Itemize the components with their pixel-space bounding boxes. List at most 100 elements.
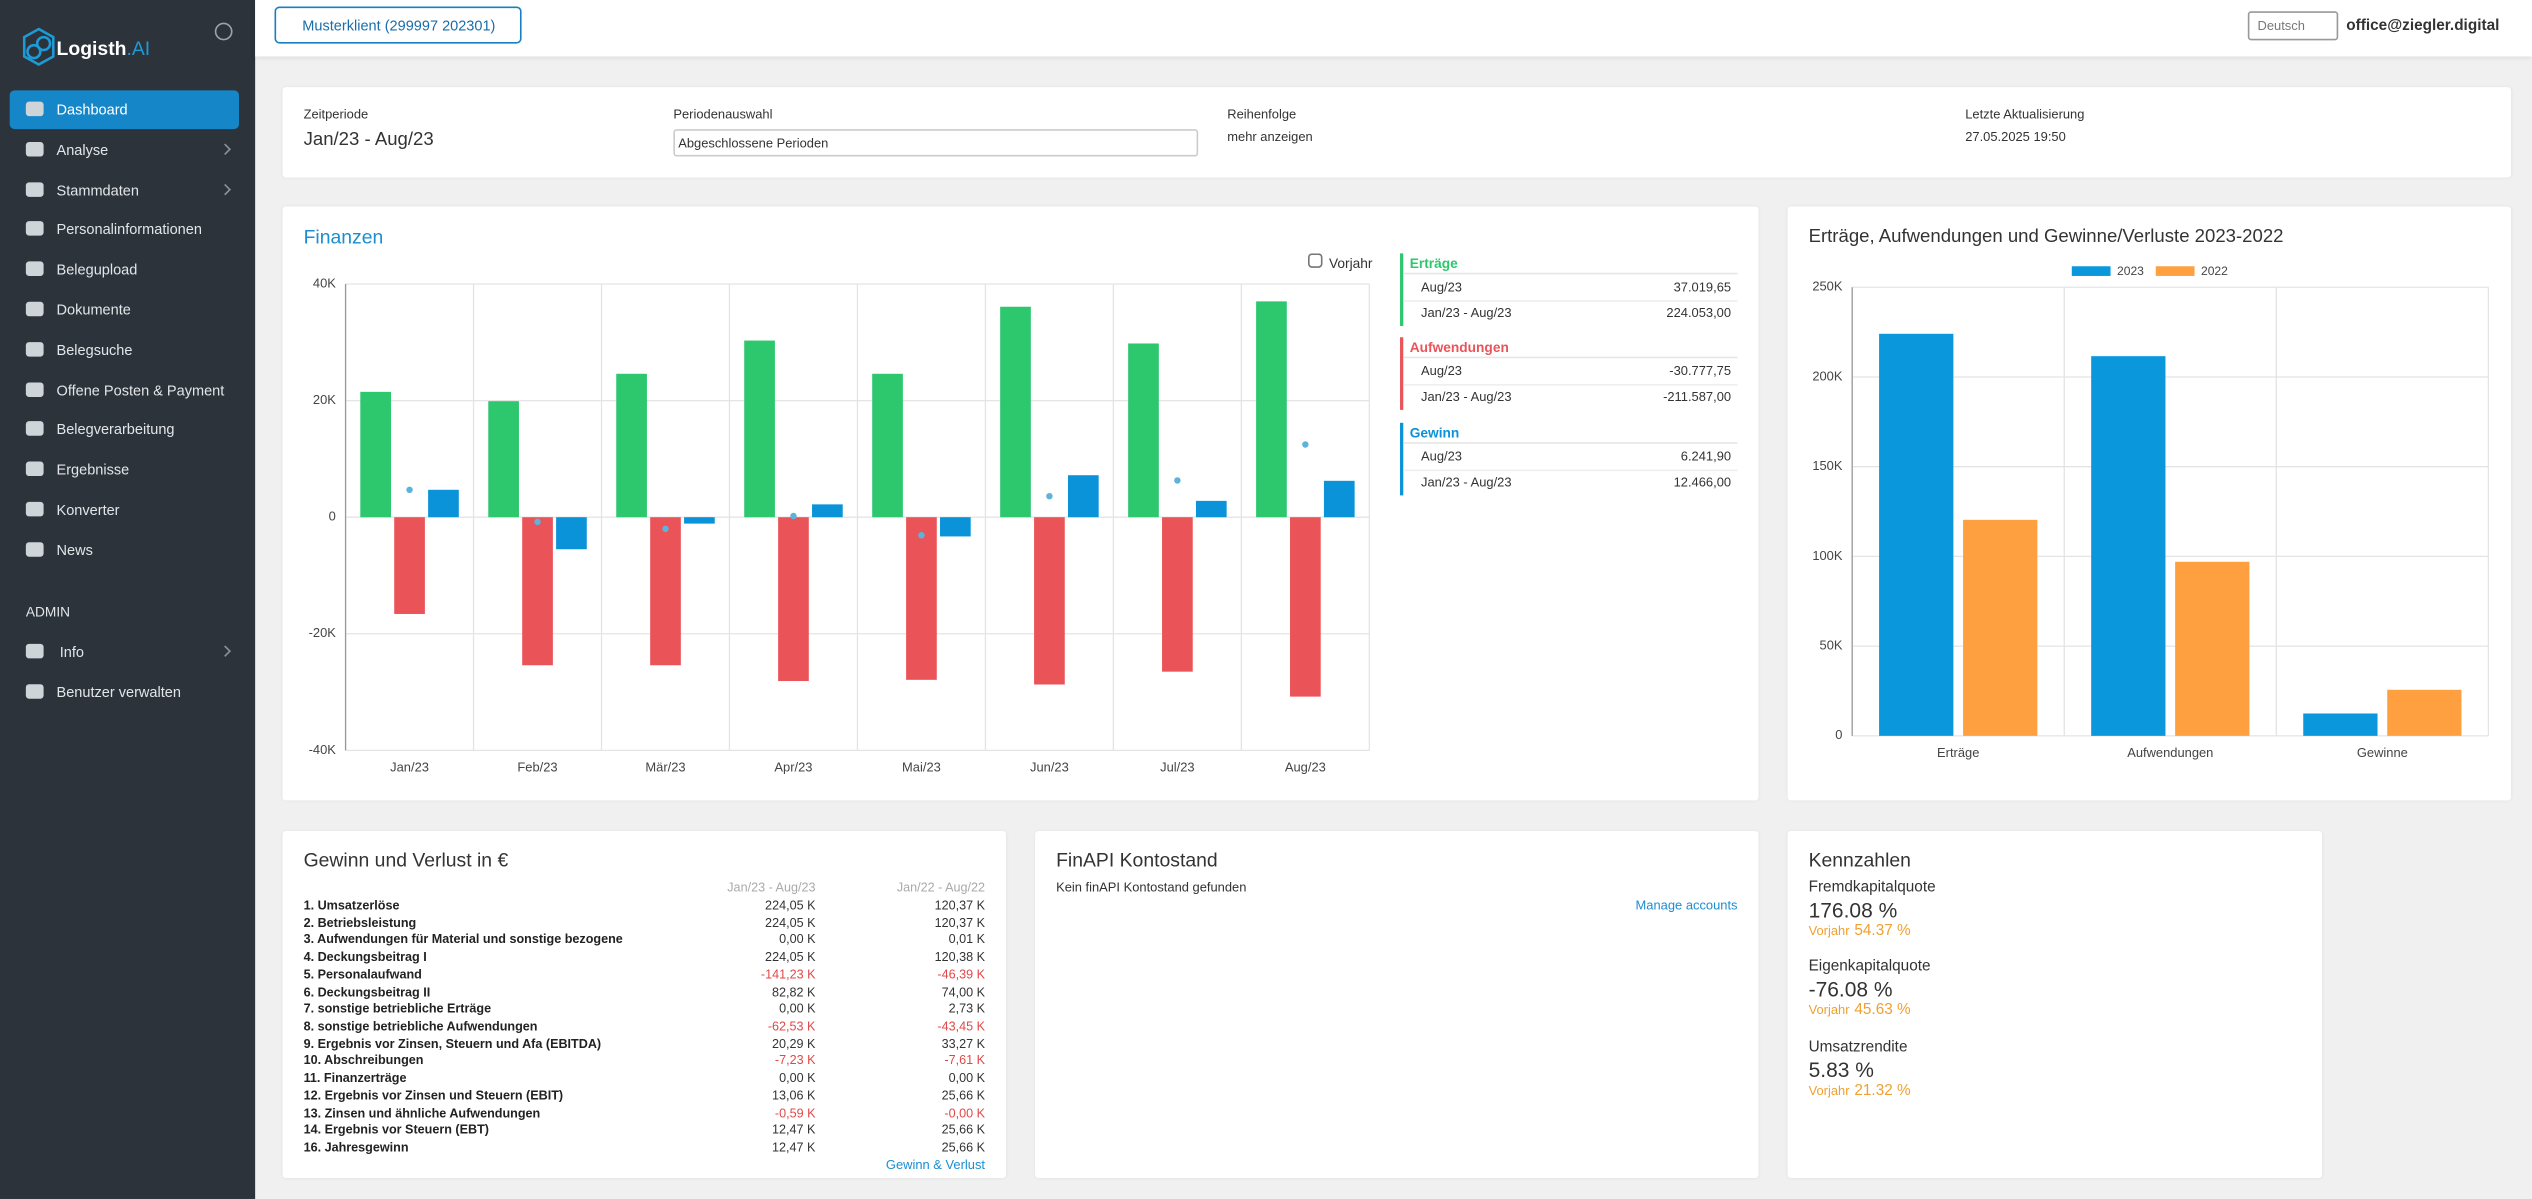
- card-title: Gewinn und Verlust in €: [303, 848, 509, 872]
- brand-name: Logisth: [56, 37, 127, 60]
- collapse-button[interactable]: [214, 22, 233, 41]
- pnl-label: 13. Zinsen und ähnliche Aufwendungen: [303, 1105, 541, 1121]
- menu-icon: [25, 501, 44, 517]
- divider: [1403, 300, 1738, 302]
- menu-icon: [25, 101, 44, 117]
- kpi-prev-value: 21.32 %: [1854, 1081, 1911, 1100]
- pnl-value: -141,23 K: [760, 967, 816, 982]
- pnl-link[interactable]: Gewinn & Verlust: [885, 1157, 986, 1173]
- pnl-label: 14. Ergebnis vor Steuern (EBT): [303, 1122, 490, 1138]
- language-select[interactable]: [2247, 11, 2339, 41]
- pnl-value: 20,29 K: [772, 1036, 816, 1051]
- pnl-value: 0,00 K: [948, 1070, 986, 1086]
- menu-icon: [25, 684, 44, 699]
- column-header: Jan/23 - Aug/23: [727, 880, 816, 895]
- pnl-label: 10. Abschreibungen: [303, 1053, 424, 1069]
- order-toggle[interactable]: mehr anzeigen: [1227, 129, 1313, 145]
- select-value: Abgeschlossene Perioden: [678, 135, 829, 151]
- comparison-card: [1787, 206, 2512, 801]
- menu-icon: [25, 181, 44, 197]
- kennzahlen-card: [1787, 831, 2323, 1179]
- menu-item[interactable]: Belegverarbeitung: [56, 421, 175, 438]
- admin-heading: ADMIN: [25, 603, 71, 620]
- filter-value: Jan/23 - Aug/23: [303, 130, 434, 151]
- pnl-value: 12,47 K: [772, 1140, 816, 1155]
- filter-label: Zeitperiode: [303, 107, 369, 122]
- kpi-previous: Vorjahr 21.32 %: [1809, 1081, 1911, 1099]
- pnl-value: 25,66 K: [941, 1122, 986, 1138]
- row-value: 37.019,65: [1673, 279, 1732, 295]
- row-value: 224.053,00: [1666, 305, 1732, 321]
- menu-item[interactable]: Konverter: [56, 501, 120, 518]
- group-title: Erträge: [1409, 254, 1458, 272]
- pnl-value: -0,00 K: [944, 1105, 986, 1121]
- group-bar: [1400, 337, 1404, 411]
- row-value: -30.777,75: [1669, 364, 1732, 379]
- kpi-prev-label: Vorjahr: [1808, 1003, 1850, 1018]
- pnl-label: 5. Personalaufwand: [303, 967, 422, 982]
- menu-item[interactable]: Personalinformationen: [56, 221, 202, 238]
- finapi-link[interactable]: Manage accounts: [1635, 898, 1738, 913]
- active-item-highlight: [9, 90, 239, 130]
- menu-item[interactable]: Stammdaten: [56, 181, 139, 198]
- row-value: 12.466,00: [1673, 474, 1732, 490]
- pnl-value: 120,37 K: [934, 898, 986, 913]
- period-select[interactable]: [673, 129, 1199, 157]
- row-value: 6.241,90: [1680, 448, 1732, 464]
- brand: Logisth.AI: [57, 37, 151, 60]
- column-header: Jan/22 - Aug/22: [896, 880, 986, 895]
- client-label: Musterklient (299997 202301): [302, 17, 496, 34]
- vorjahr-checkbox[interactable]: [1307, 253, 1323, 268]
- chart-title: Finanzen: [303, 225, 384, 249]
- row-label: Aug/23: [1421, 448, 1462, 464]
- filter-value: 27.05.2025 19:50: [1965, 129, 2066, 145]
- pnl-value: 82,82 K: [772, 984, 816, 1000]
- pnl-label: 11. Finanzerträge: [303, 1070, 407, 1086]
- checkbox-label: Vorjahr: [1328, 254, 1373, 272]
- brand-suffix: .AI: [126, 37, 151, 60]
- divider: [1403, 357, 1738, 359]
- pnl-label: 4. Deckungsbeitrag I: [303, 949, 427, 965]
- row-value: -211.587,00: [1663, 390, 1732, 405]
- pnl-label: 1. Umsatzerlöse: [303, 898, 400, 913]
- menu-item[interactable]: Belegupload: [56, 261, 138, 278]
- chart-title: Erträge, Aufwendungen und Gewinne/Verlus…: [1808, 227, 2284, 247]
- pnl-value: 74,00 K: [941, 984, 986, 1000]
- pnl-value: -43,45 K: [937, 1019, 986, 1034]
- pnl-label: 8. sonstige betriebliche Aufwendungen: [303, 1019, 538, 1034]
- kpi-value: 5.83 %: [1808, 1057, 1874, 1082]
- sidebar: Logisth.AI: [0, 0, 256, 1199]
- menu-item[interactable]: Belegsuche: [56, 341, 133, 358]
- menu-icon: [25, 643, 44, 659]
- header: [255, 0, 2532, 57]
- pnl-value: 224,05 K: [765, 949, 816, 965]
- menu-item[interactable]: Info: [59, 643, 84, 661]
- pnl-label: 12. Ergebnis vor Zinsen und Steuern (EBI…: [303, 1088, 564, 1103]
- kpi-value: 176.08 %: [1808, 898, 1898, 923]
- menu-item[interactable]: Dokumente: [56, 301, 131, 318]
- menu-item[interactable]: Offene Posten & Payment: [56, 381, 225, 398]
- menu-item[interactable]: Analyse: [56, 141, 109, 158]
- pnl-label: 6. Deckungsbeitrag II: [303, 984, 431, 1000]
- row-label: Aug/23: [1421, 279, 1462, 295]
- pnl-value: -7,61 K: [944, 1053, 986, 1069]
- divider: [1403, 272, 1738, 275]
- pnl-value: -0,59 K: [774, 1105, 816, 1121]
- kpi-prev-value: 54.37 %: [1854, 922, 1911, 940]
- menu-icon: [25, 381, 44, 397]
- menu-item[interactable]: Benutzer verwalten: [56, 684, 181, 701]
- client-button[interactable]: [274, 6, 522, 44]
- pnl-value: 0,00 K: [779, 1001, 816, 1017]
- menu-item[interactable]: Dashboard: [56, 101, 128, 118]
- menu-item[interactable]: Ergebnisse: [56, 461, 130, 478]
- language-label: Deutsch: [2257, 18, 2305, 34]
- menu-icon: [25, 541, 44, 557]
- pnl-value: 0,01 K: [948, 932, 986, 948]
- kpi-previous: Vorjahr 54.37 %: [1809, 922, 1911, 940]
- menu-icon: [25, 221, 44, 237]
- menu-item[interactable]: News: [56, 541, 93, 559]
- pnl-value: 25,66 K: [941, 1140, 986, 1155]
- row-label: Jan/23 - Aug/23: [1421, 305, 1512, 321]
